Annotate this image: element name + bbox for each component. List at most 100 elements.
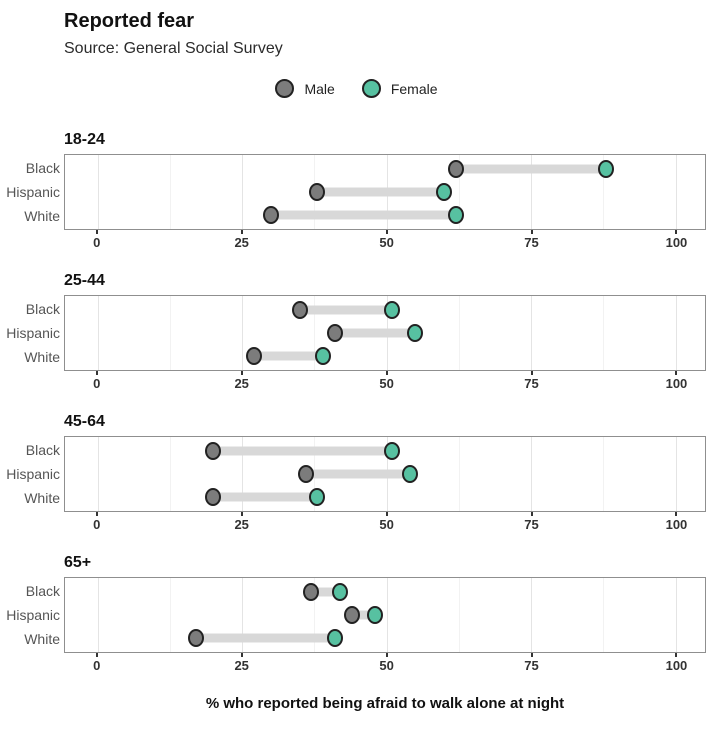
axis-tick-label: 75	[524, 658, 539, 673]
major-gridline	[675, 437, 677, 511]
x-axis: 0 25 50 75 100	[64, 653, 706, 676]
major-gridline	[97, 155, 99, 229]
axis-tick	[240, 512, 243, 516]
axis-tick-label: 50	[379, 376, 394, 391]
x-axis-title: % who reported being afraid to walk alon…	[205, 695, 565, 712]
axis-tick	[675, 371, 678, 375]
x-axis: 0 25 50 75 100	[64, 230, 706, 253]
axis-tick-label: 50	[379, 517, 394, 532]
axis-tick-label: 0	[93, 517, 101, 532]
panel	[64, 436, 706, 512]
legend-label-male: Male	[304, 80, 335, 97]
major-gridline	[531, 578, 533, 652]
female-dot	[332, 583, 349, 602]
dumbbell-connector	[299, 305, 393, 315]
y-axis-label: White	[24, 207, 60, 224]
y-axis-label: White	[24, 489, 60, 506]
male-dot	[303, 583, 320, 602]
major-gridline	[386, 578, 388, 652]
major-gridline	[531, 155, 533, 229]
y-axis-label: White	[24, 630, 60, 647]
y-axis-label: White	[24, 348, 60, 365]
axis-tick-label: 25	[234, 235, 249, 250]
facet-body: Black Hispanic White	[6, 577, 706, 653]
minor-gridline	[169, 437, 171, 511]
axis-tick	[240, 653, 243, 657]
axis-tick	[95, 230, 98, 234]
x-axis: 0 25 50 75 100	[64, 512, 706, 535]
axis-tick-label: 25	[234, 517, 249, 532]
axis-tick-label: 0	[93, 658, 101, 673]
major-gridline	[97, 296, 99, 370]
x-axis: 0 25 50 75 100	[64, 371, 706, 394]
female-dot	[315, 346, 332, 365]
panel	[64, 295, 706, 371]
minor-gridline	[458, 578, 460, 652]
axis-tick-label: 100	[665, 658, 688, 673]
major-gridline	[97, 578, 99, 652]
axis-tick-label: 75	[524, 517, 539, 532]
y-axis-label: Black	[25, 301, 60, 318]
facet: 18-24 Black Hispanic White 0 25 50 75 100	[6, 131, 706, 253]
axis-tick-label: 100	[665, 376, 688, 391]
major-gridline	[242, 578, 244, 652]
male-dot	[297, 465, 314, 483]
axis-tick	[530, 230, 533, 234]
y-axis-label: Hispanic	[6, 184, 60, 200]
axis-tick-label: 25	[234, 658, 249, 673]
major-gridline	[675, 296, 677, 370]
dumbbell-connector	[351, 610, 376, 620]
axis-tick-label: 100	[665, 235, 688, 250]
male-dot	[309, 183, 326, 201]
axis-tick	[95, 653, 98, 657]
female-dot	[401, 465, 418, 483]
panel	[64, 154, 706, 230]
major-gridline	[675, 155, 677, 229]
dumbbell-connector	[195, 633, 335, 643]
male-dot	[343, 606, 360, 624]
axis-tick	[675, 512, 678, 516]
minor-gridline	[603, 155, 605, 229]
axis-tick	[530, 653, 533, 657]
minor-gridline	[458, 296, 460, 370]
axis-tick	[95, 512, 98, 516]
legend-item-female: Female	[361, 79, 438, 98]
y-axis-label: Hispanic	[6, 325, 60, 341]
axis-tick	[675, 653, 678, 657]
axis-tick	[240, 371, 243, 375]
minor-gridline	[603, 578, 605, 652]
axis-tick-label: 75	[524, 376, 539, 391]
male-dot	[447, 160, 464, 179]
major-gridline	[531, 296, 533, 370]
male-dot	[245, 346, 262, 365]
female-dot	[309, 487, 326, 506]
dumbbell-connector	[213, 492, 318, 502]
axis-tick	[530, 371, 533, 375]
facet-body: Black Hispanic White	[6, 154, 706, 230]
minor-gridline	[169, 578, 171, 652]
dumbbell-connector	[311, 587, 341, 597]
dumbbell-connector	[213, 446, 393, 456]
female-dot	[447, 205, 464, 224]
male-dot	[205, 487, 222, 506]
axis-tick	[385, 371, 388, 375]
facet: 25-44 Black Hispanic White 0 25 50 75 100	[6, 272, 706, 394]
y-axis-label: Black	[25, 442, 60, 459]
major-gridline	[675, 578, 677, 652]
minor-gridline	[314, 296, 316, 370]
y-axis-labels: Black Hispanic White	[6, 295, 64, 371]
male-dot	[291, 301, 308, 320]
minor-gridline	[458, 437, 460, 511]
axis-tick-label: 50	[379, 658, 394, 673]
minor-gridline	[458, 155, 460, 229]
dumbbell-connector	[334, 328, 416, 338]
dumbbell-connector	[317, 187, 445, 197]
male-dot	[205, 442, 222, 461]
male-dot	[187, 628, 204, 647]
female-dot	[384, 442, 401, 461]
y-axis-labels: Black Hispanic White	[6, 577, 64, 653]
chart-header: Reported fear Source: General Social Sur…	[64, 10, 706, 58]
minor-gridline	[603, 296, 605, 370]
facet-title: 45-64	[64, 413, 105, 430]
y-axis-label: Hispanic	[6, 607, 60, 623]
